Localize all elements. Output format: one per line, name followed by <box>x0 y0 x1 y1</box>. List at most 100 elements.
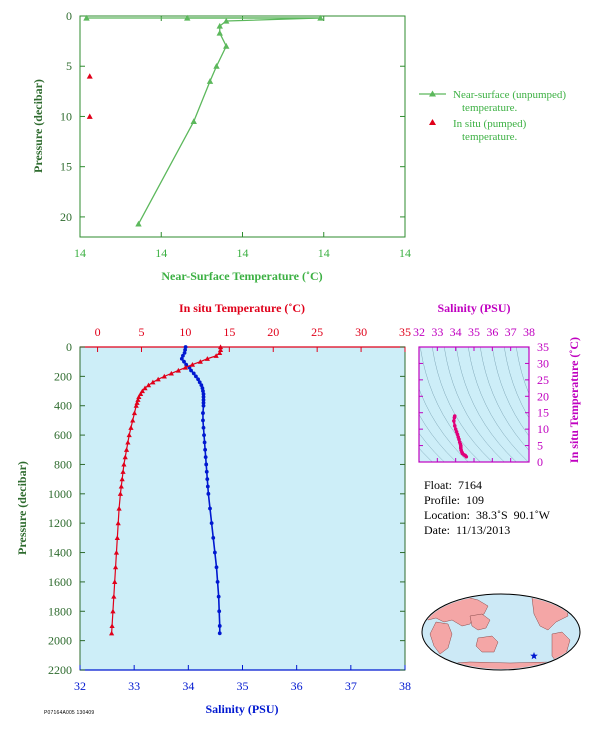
ts-y-tick-label: 0 <box>537 455 543 469</box>
salinity-point <box>201 403 206 408</box>
profile-y-tick-label: 1000 <box>48 487 72 501</box>
near-surface-point <box>135 220 142 227</box>
salinity-ticks: 32 33 34 35 36 37 38 <box>74 665 411 693</box>
temperature-point <box>204 356 210 361</box>
legend-label-pumped: In situ (pumped) temperature. <box>453 118 527 143</box>
top-legend: Near-surface (unpumped) temperature. In s… <box>419 89 566 143</box>
ts-density-contour <box>419 387 469 462</box>
temperature-point <box>213 353 219 358</box>
temperature-point <box>109 623 115 629</box>
temperature-point <box>112 564 119 570</box>
info-date: Date: 11/13/2013 <box>424 523 511 537</box>
near-surface-line <box>137 17 321 225</box>
temperature-point <box>111 593 117 599</box>
ts-density-contour <box>504 347 529 419</box>
profile-y-tick-label: 200 <box>54 369 72 383</box>
salinity-tick-label: 33 <box>128 679 140 693</box>
temperature-tick-label: 10 <box>179 325 191 339</box>
near-surface-point <box>190 118 197 125</box>
profile-bottom-axis-label: Salinity (PSU) <box>205 702 278 716</box>
ts-y-axis-label: In situ Temperature (˚C) <box>567 337 581 463</box>
ts-density-contour <box>516 347 529 395</box>
salinity-point <box>183 345 188 349</box>
profile-y-tick-label: 1600 <box>48 575 72 589</box>
top-y-tick-label: 20 <box>60 210 72 224</box>
legend-marker-pumped <box>429 119 436 125</box>
temperature-point <box>126 432 132 438</box>
temperature-point <box>109 630 115 636</box>
salinity-point <box>204 469 209 474</box>
temperature-point <box>119 476 125 482</box>
temperature-point <box>217 350 223 355</box>
top-y-tick-label: 0 <box>66 9 72 23</box>
salinity-tick-label: 34 <box>182 679 194 693</box>
near-surface-point <box>317 14 324 21</box>
top-x-tick-label: 14 <box>399 246 411 260</box>
ts-density-contour <box>444 347 505 462</box>
profile-y-tick-label: 0 <box>66 340 72 354</box>
salinity-point <box>194 374 198 379</box>
temperature-tick-label: 15 <box>223 325 235 339</box>
ts-x-tick-label: 38 <box>523 325 535 339</box>
legend-marker-unpumped <box>429 90 436 97</box>
ts-x-tick-label: 37 <box>505 325 517 339</box>
salinity-point <box>211 535 216 540</box>
top-x-tick-label: 14 <box>318 246 330 260</box>
salinity-point <box>200 386 205 391</box>
ts-x-ticks: 32 33 34 35 36 37 38 <box>413 325 535 462</box>
temperature-point <box>114 535 120 540</box>
salinity-point <box>201 397 206 402</box>
temperature-point <box>115 520 121 526</box>
ts-x-tick-label: 32 <box>413 325 425 339</box>
near-surface-point <box>223 42 230 49</box>
salinity-point <box>182 350 187 355</box>
in-situ-point <box>86 113 93 119</box>
profile-y-tick-label: 2000 <box>48 634 72 648</box>
top-series <box>83 14 324 227</box>
temperature-point <box>118 483 124 489</box>
salinity-point <box>205 477 210 482</box>
profile-y-axis-label: Pressure (decibar) <box>15 461 29 555</box>
ts-density-contour <box>456 347 517 462</box>
temperature-point <box>217 347 224 353</box>
ts-density-contours <box>419 347 529 462</box>
profile-y-tick-label: 2200 <box>48 663 72 677</box>
salinity-point <box>214 565 219 570</box>
temperature-point <box>125 439 131 445</box>
temperature-point <box>130 417 136 423</box>
temperature-point <box>197 359 203 364</box>
ts-point <box>452 415 457 420</box>
temperature-tick-label: 25 <box>311 325 323 339</box>
top-y-tick-label: 15 <box>60 160 72 174</box>
temperature-point <box>136 394 142 399</box>
ts-y-tick-label: 20 <box>537 389 549 403</box>
profile-y-tick-label: 1400 <box>48 546 72 560</box>
profile-y-tick-label: 800 <box>54 457 72 471</box>
temperature-point <box>122 454 128 460</box>
profile-y-tick-label: 400 <box>54 399 72 413</box>
temperature-point <box>217 344 224 350</box>
near-surface-point <box>223 17 230 24</box>
land-australia <box>475 635 499 653</box>
top-y-tick-label: 10 <box>60 109 72 123</box>
ts-y-tick-label: 35 <box>537 340 549 354</box>
salinity-point <box>182 359 186 364</box>
ts-diagram: 32 33 34 35 36 37 38 0 5 10 15 20 25 30 35 Salinity (… <box>413 301 581 469</box>
salinity-point <box>201 418 205 423</box>
ts-y-tick-label: 25 <box>537 373 549 387</box>
temperature-point <box>161 373 167 379</box>
land-antarctica <box>429 661 576 669</box>
temperature-point <box>142 385 148 391</box>
ts-x-tick-label: 35 <box>468 325 480 339</box>
profile-y-tick-label: 600 <box>54 428 72 442</box>
ts-x-tick-label: 36 <box>486 325 498 339</box>
salinity-tick-label: 36 <box>291 679 303 693</box>
salinity-point <box>199 383 204 388</box>
salinity-point <box>179 356 184 361</box>
ts-points <box>452 414 469 459</box>
salinity-point <box>217 624 222 628</box>
salinity-point <box>191 371 196 376</box>
salinity-point <box>181 353 185 358</box>
salinity-point <box>202 433 206 437</box>
salinity-point <box>217 631 222 636</box>
